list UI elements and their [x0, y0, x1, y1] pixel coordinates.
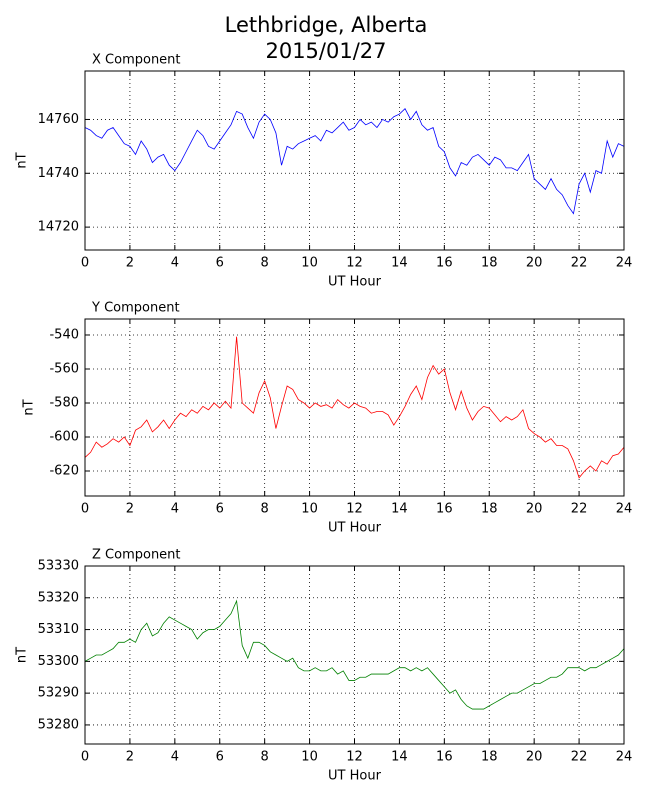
- y-tick-label: 14740: [38, 166, 79, 181]
- x-tick-label: 24: [616, 502, 633, 517]
- y-tick-label: 53310: [38, 622, 79, 637]
- x-axis-label: UT Hour: [328, 769, 382, 784]
- x-tick-label: 4: [171, 502, 179, 517]
- x-tick-label: 18: [481, 750, 498, 765]
- x-tick-label: 6: [216, 502, 224, 517]
- x-tick-label: 12: [346, 256, 363, 271]
- axes-frame: [84, 70, 625, 251]
- x-tick-label: 24: [616, 750, 633, 765]
- x-tick-label: 8: [261, 502, 269, 517]
- figure-subtitle: 2015/01/27: [265, 39, 386, 63]
- axes-title: Z Component: [92, 548, 181, 563]
- y-tick-label: 53300: [38, 654, 79, 669]
- data-line: [84, 336, 625, 479]
- y-tick-label: -600: [49, 430, 79, 445]
- y-tick-label: -620: [49, 464, 79, 479]
- x-axis-label: UT Hour: [328, 521, 382, 536]
- x-tick-label: 2: [126, 502, 134, 517]
- y-axis-label: nT: [22, 399, 37, 415]
- x-tick-label: 10: [301, 256, 318, 271]
- y-tick-label: -580: [49, 395, 79, 410]
- axes-title: Y Component: [91, 301, 180, 316]
- y-tick-label: 14760: [38, 112, 79, 127]
- x-tick-label: 22: [571, 502, 588, 517]
- x-tick-label: 10: [301, 502, 318, 517]
- x-tick-label: 6: [216, 256, 224, 271]
- x-tick-label: 12: [346, 502, 363, 517]
- x-tick-label: 8: [261, 750, 269, 765]
- axes-frame: [84, 318, 625, 497]
- x-tick-label: 20: [526, 256, 543, 271]
- x-tick-label: 6: [216, 750, 224, 765]
- x-tick-label: 8: [261, 256, 269, 271]
- x-tick-label: 18: [481, 502, 498, 517]
- x-tick-label: 0: [81, 502, 89, 517]
- x-tick-label: 16: [436, 256, 453, 271]
- x-tick-label: 14: [391, 502, 408, 517]
- x-tick-label: 0: [81, 750, 89, 765]
- x-axis-label: UT Hour: [328, 275, 382, 290]
- x-tick-label: 4: [171, 750, 179, 765]
- x-tick-label: 20: [526, 502, 543, 517]
- data-line: [84, 599, 625, 710]
- x-tick-label: 24: [616, 256, 633, 271]
- x-tick-label: 14: [391, 256, 408, 271]
- y-tick-label: 14720: [38, 220, 79, 235]
- x-tick-label: 22: [571, 256, 588, 271]
- x-tick-label: 16: [436, 502, 453, 517]
- y-tick-label: -540: [49, 327, 79, 342]
- data-line: [84, 108, 625, 215]
- x-tick-label: 16: [436, 750, 453, 765]
- axes-title: X Component: [92, 53, 181, 68]
- x-tick-label: 20: [526, 750, 543, 765]
- x-tick-label: 2: [126, 256, 134, 271]
- x-tick-label: 14: [391, 750, 408, 765]
- y-tick-label: 53330: [38, 559, 79, 574]
- x-tick-label: 4: [171, 256, 179, 271]
- x-tick-label: 18: [481, 256, 498, 271]
- y-tick-label: 53290: [38, 686, 79, 701]
- x-tick-label: 10: [301, 750, 318, 765]
- x-tick-label: 2: [126, 750, 134, 765]
- y-axis-label: nT: [15, 647, 30, 663]
- y-tick-label: 53280: [38, 717, 79, 732]
- x-tick-label: 12: [346, 750, 363, 765]
- y-axis-label: nT: [15, 152, 30, 168]
- figure-title: Lethbridge, Alberta: [225, 13, 428, 37]
- y-tick-label: 53320: [38, 590, 79, 605]
- axes-frame: [84, 565, 625, 745]
- x-tick-label: 0: [81, 256, 89, 271]
- y-tick-label: -560: [49, 361, 79, 376]
- x-tick-label: 22: [571, 750, 588, 765]
